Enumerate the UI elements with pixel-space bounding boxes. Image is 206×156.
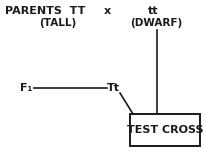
Text: x: x	[103, 6, 110, 16]
Text: PARENTS  TT: PARENTS TT	[5, 6, 85, 16]
Text: Tt: Tt	[107, 83, 119, 93]
Text: TEST CROSS: TEST CROSS	[126, 125, 202, 135]
Bar	[129, 114, 199, 146]
Text: (TALL): (TALL)	[39, 18, 76, 28]
Text: (DWARF): (DWARF)	[129, 18, 181, 28]
Text: F₁: F₁	[20, 83, 32, 93]
Text: tt: tt	[147, 6, 158, 16]
